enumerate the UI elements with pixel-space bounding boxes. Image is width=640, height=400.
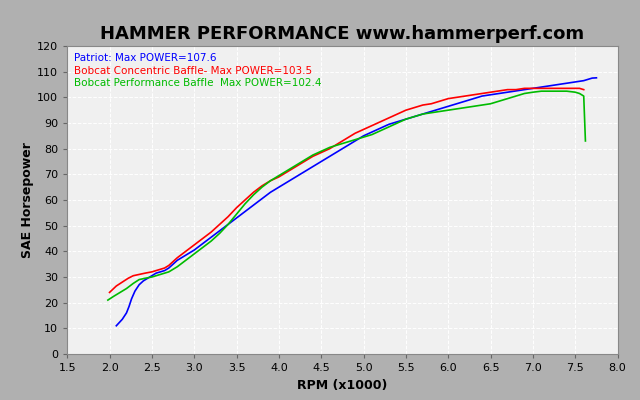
Patriot: Max POWER=107.6: (4.1, 67): Max POWER=107.6: (4.1, 67): [284, 180, 291, 184]
Patriot: Max POWER=107.6: (7.3, 105): Max POWER=107.6: (7.3, 105): [554, 82, 562, 87]
Line: Bobcat Concentric Baffle- Max POWER=103.5: Bobcat Concentric Baffle- Max POWER=103.…: [109, 88, 584, 292]
Bobcat Performance Baffle  Max POWER=102.4: [104, 298, 112, 302]
Bobcat Performance Baffle  Max POWER=102.4: [582, 138, 589, 143]
Line: Patriot: Max POWER=107.6: Patriot: Max POWER=107.6: [116, 78, 596, 326]
Bobcat Concentric Baffle- Max POWER=103.5: [580, 87, 588, 92]
Patriot: Max POWER=107.6: (6.4, 100): Max POWER=107.6: (6.4, 100): [478, 94, 486, 98]
Bobcat Concentric Baffle- Max POWER=103.5: [428, 101, 435, 106]
Bobcat Performance Baffle  Max POWER=102.4: [326, 145, 333, 150]
X-axis label: RPM (x1000): RPM (x1000): [297, 378, 388, 392]
Bobcat Concentric Baffle- Max POWER=103.5: [326, 146, 333, 151]
Bobcat Concentric Baffle- Max POWER=103.5: [520, 86, 528, 91]
Bobcat Performance Baffle  Max POWER=102.4: [284, 168, 291, 173]
Bobcat Concentric Baffle- Max POWER=103.5: [106, 290, 113, 295]
Bobcat Performance Baffle  Max POWER=102.4: [402, 117, 410, 122]
Bobcat Concentric Baffle- Max POWER=103.5: [207, 230, 215, 234]
Bobcat Performance Baffle  Max POWER=102.4: [148, 274, 156, 279]
Patriot: Max POWER=107.6: (3.3, 48): Max POWER=107.6: (3.3, 48): [216, 228, 223, 233]
Bobcat Performance Baffle  Max POWER=102.4: [410, 114, 418, 119]
Y-axis label: SAE Horsepower: SAE Horsepower: [21, 142, 35, 258]
Bobcat Performance Baffle  Max POWER=102.4: [360, 135, 367, 140]
Bobcat Concentric Baffle- Max POWER=103.5: [309, 154, 317, 159]
Patriot: Max POWER=107.6: (7.75, 108): Max POWER=107.6: (7.75, 108): [593, 76, 600, 80]
Legend: Patriot: Max POWER=107.6, Bobcat Concentric Baffle- Max POWER=103.5, Bobcat Perf: Patriot: Max POWER=107.6, Bobcat Concent…: [72, 51, 324, 90]
Patriot: Max POWER=107.6: (2.55, 31.5): Max POWER=107.6: (2.55, 31.5): [152, 271, 160, 276]
Bobcat Concentric Baffle- Max POWER=103.5: [575, 86, 583, 91]
Patriot: Max POWER=107.6: (2.9, 38.5): Max POWER=107.6: (2.9, 38.5): [182, 253, 189, 258]
Line: Bobcat Performance Baffle  Max POWER=102.4: Bobcat Performance Baffle Max POWER=102.…: [108, 91, 586, 300]
Bobcat Performance Baffle  Max POWER=102.4: [538, 89, 545, 94]
Title: HAMMER PERFORMANCE www.hammerperf.com: HAMMER PERFORMANCE www.hammerperf.com: [100, 25, 584, 43]
Patriot: Max POWER=107.6: (2.08, 11): Max POWER=107.6: (2.08, 11): [113, 323, 120, 328]
Bobcat Concentric Baffle- Max POWER=103.5: [224, 214, 232, 219]
